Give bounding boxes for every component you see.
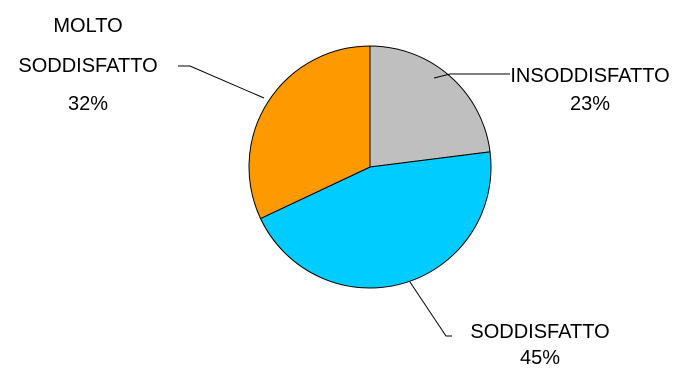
pie-slice-soddisfatto [259,151,492,289]
slice-value-molto-soddisfatto: 32% [68,93,108,115]
leader-line-soddisfatto [409,281,452,337]
leader-line-insoddisfatto [433,73,510,79]
pie-slice-molto-soddisfatto [248,45,371,220]
slice-label-insoddisfatto: INSODDISFATTO [510,65,669,87]
slice-value-insoddisfatto: 23% [570,93,610,115]
slice-label-molto-soddisfatto-line2: SODDISFATTO [18,55,157,77]
slice-label-molto-soddisfatto-line1: MOLTO [53,15,122,37]
slice-label-soddisfatto: SODDISFATTO [470,321,609,343]
leader-line-molto-soddisfatto [178,65,265,99]
slice-value-soddisfatto: 45% [520,347,560,368]
pie-slice-insoddisfatto [369,45,491,168]
pie-slices [248,45,492,289]
